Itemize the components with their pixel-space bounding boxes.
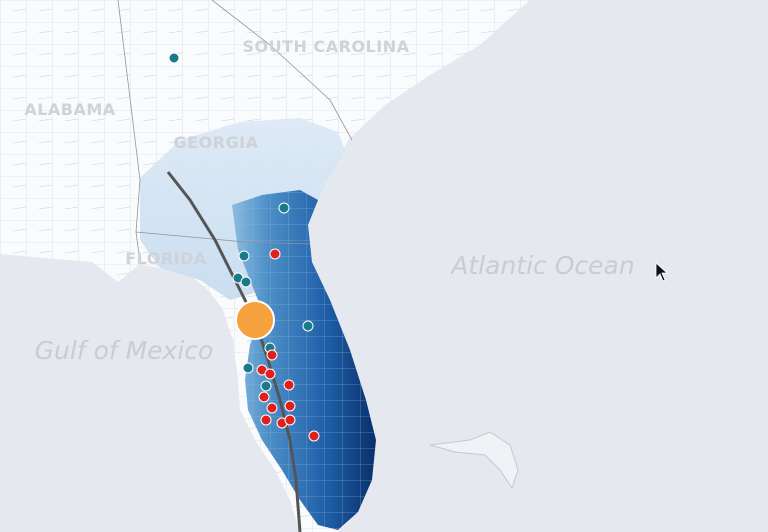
markers	[168, 52, 320, 442]
alert-marker[interactable]	[284, 400, 296, 412]
county-grid	[232, 190, 376, 530]
alert-marker[interactable]	[308, 430, 320, 442]
alert-marker[interactable]	[258, 391, 270, 403]
alert-marker[interactable]	[260, 414, 272, 426]
station-marker[interactable]	[242, 362, 254, 374]
state-border	[211, 0, 353, 141]
station-marker[interactable]	[238, 250, 250, 262]
cursor	[655, 262, 669, 282]
station-marker[interactable]	[302, 320, 314, 332]
station-marker[interactable]	[168, 52, 180, 64]
island	[429, 431, 519, 490]
station-marker[interactable]	[278, 202, 290, 214]
state-label: GEORGIA	[174, 133, 259, 152]
storm-position[interactable]	[235, 300, 275, 340]
alert-marker[interactable]	[284, 414, 296, 426]
alert-marker[interactable]	[266, 349, 278, 361]
state-label: ALABAMA	[24, 100, 115, 119]
alert-marker[interactable]	[269, 248, 281, 260]
station-marker[interactable]	[240, 276, 252, 288]
state-border	[135, 231, 141, 263]
state-label: FLORIDA	[125, 249, 207, 268]
state-label: SOUTH CAROLINA	[243, 37, 410, 56]
water-label: Gulf of Mexico	[35, 336, 214, 365]
alert-marker[interactable]	[266, 402, 278, 414]
alert-marker[interactable]	[264, 368, 276, 380]
alert-marker[interactable]	[283, 379, 295, 391]
storm-track	[166, 171, 302, 532]
station-marker[interactable]	[260, 380, 272, 392]
water-label: Atlantic Ocean	[449, 251, 634, 280]
